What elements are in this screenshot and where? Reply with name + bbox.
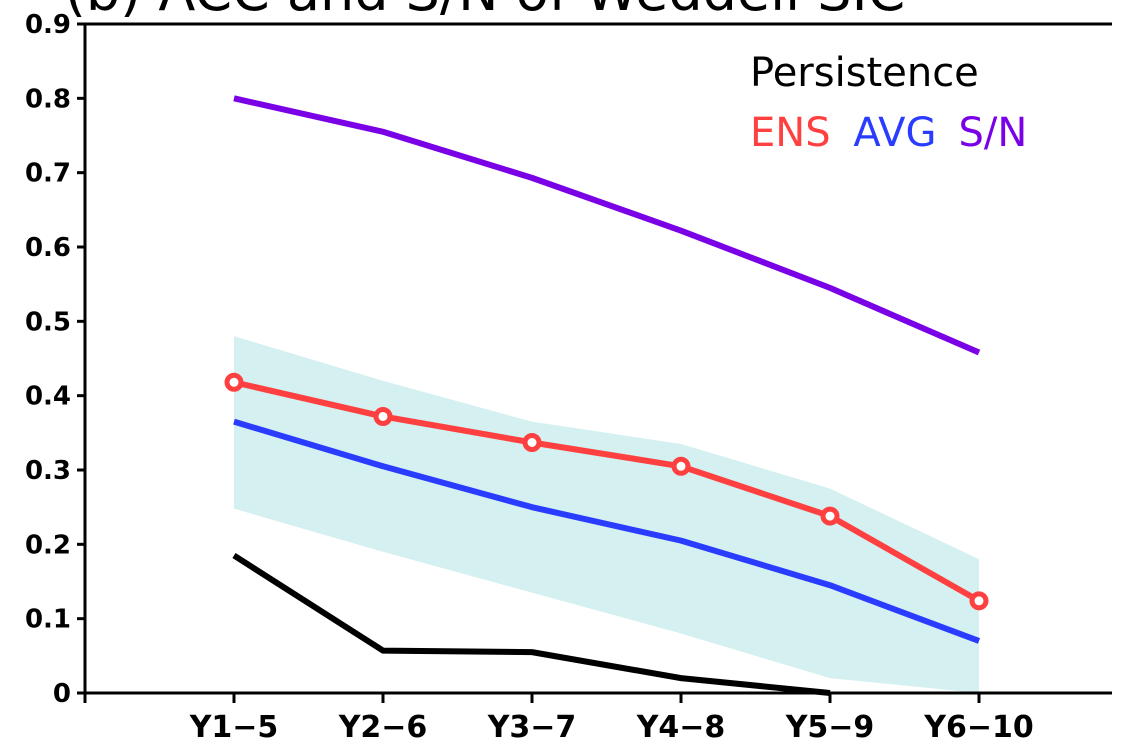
legend: ENS AVG S/N (750, 110, 1027, 156)
series-line (233, 379, 981, 604)
series-marker (969, 591, 989, 611)
x-tick-label: Y1−5 (189, 710, 279, 745)
legend-entry: S/N (959, 110, 1028, 156)
legend-entry: ENS (750, 110, 831, 156)
legend-entry: Persistence (750, 50, 979, 96)
series-marker (373, 406, 393, 426)
series-marker (224, 372, 244, 392)
y-tick-label: 0.4 (25, 382, 71, 412)
y-tick-label: 0 (53, 679, 71, 709)
y-tick-label: 0.2 (25, 530, 71, 560)
y-tick-label: 0.7 (25, 159, 71, 189)
legend: Persistence (750, 50, 979, 96)
x-tick-label: Y2−6 (338, 710, 428, 745)
y-tick-label: 0.5 (25, 307, 71, 337)
series-line (233, 95, 981, 356)
y-tick-label: 0.9 (25, 10, 71, 40)
legend-entry: AVG (853, 110, 936, 156)
series-marker (522, 432, 542, 452)
spread-band (234, 336, 979, 693)
y-tick-label: 0.6 (25, 233, 71, 263)
x-tick-label: Y3−7 (487, 710, 577, 745)
series-marker (671, 456, 691, 476)
series-line (232, 552, 831, 696)
series-line (233, 418, 981, 644)
x-tick-label: Y4−8 (636, 710, 726, 745)
x-tick-label: Y5−9 (785, 710, 875, 745)
y-tick-label: 0.8 (25, 84, 71, 114)
x-tick-label: Y6−10 (923, 710, 1033, 745)
series-marker (820, 506, 840, 526)
y-tick-label: 0.1 (25, 605, 71, 635)
chart-title: (b) ACC and S/N of Weddell SIC (65, 0, 905, 23)
y-tick-label: 0.3 (25, 456, 71, 486)
